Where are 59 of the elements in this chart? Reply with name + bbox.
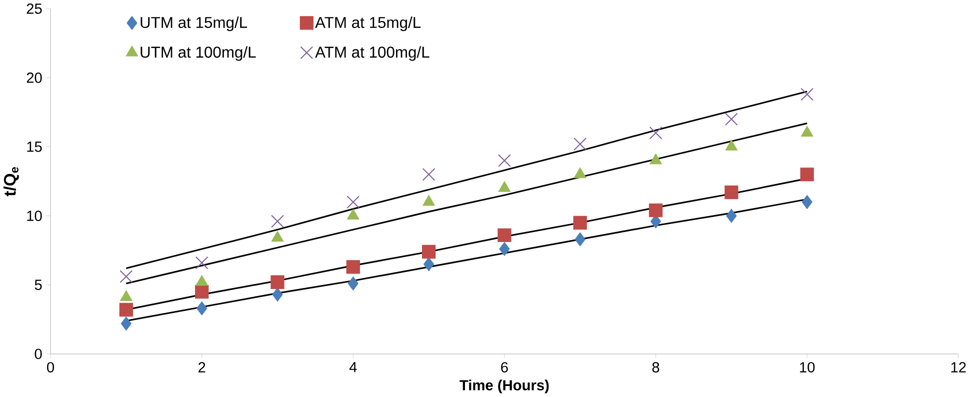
point xyxy=(574,232,586,246)
point xyxy=(574,168,586,178)
y-tick-label: 25 xyxy=(26,4,42,14)
point xyxy=(272,231,284,242)
point xyxy=(724,112,738,126)
point xyxy=(648,204,663,218)
x-tick-label: 0 xyxy=(47,362,54,373)
point xyxy=(574,138,587,151)
line-series xyxy=(125,122,808,284)
point xyxy=(120,270,133,284)
point xyxy=(800,168,814,182)
x-tick-label: 4 xyxy=(349,362,357,372)
point xyxy=(120,316,132,330)
point xyxy=(346,260,360,274)
point xyxy=(498,154,511,168)
point xyxy=(347,209,360,220)
x-tick-label: 12 xyxy=(951,362,966,372)
point xyxy=(271,215,284,228)
point xyxy=(724,186,738,200)
legend-label: UTM at 15mg/L xyxy=(140,16,248,32)
x-axis-title: Time (Hours) xyxy=(460,380,549,394)
x-tick-label: 2 xyxy=(198,362,206,372)
point xyxy=(498,182,510,192)
legend-label: ATM at 15mg/L xyxy=(315,16,421,32)
point xyxy=(272,288,283,302)
point xyxy=(424,257,434,272)
y-tick-label: 0 xyxy=(34,348,42,360)
legend-label: UTM at 100mg/L xyxy=(140,46,256,61)
point xyxy=(422,168,436,181)
x-tick-label: 10 xyxy=(800,362,815,373)
point xyxy=(119,303,134,317)
point xyxy=(499,242,510,256)
point xyxy=(498,228,512,242)
point xyxy=(196,302,208,316)
point xyxy=(802,195,812,209)
point xyxy=(348,276,358,290)
point xyxy=(725,140,738,151)
y-tick-label: 10 xyxy=(27,210,42,222)
point xyxy=(195,285,209,299)
point xyxy=(800,88,814,101)
y-tick-label: 15 xyxy=(27,142,42,152)
point xyxy=(270,275,284,290)
point xyxy=(422,245,436,259)
point xyxy=(801,126,814,137)
point xyxy=(649,126,662,140)
y-axis-title: t/Q$_{e}$ xyxy=(4,167,19,196)
y-tick-label: 20 xyxy=(26,72,42,84)
point xyxy=(726,209,737,223)
y-tick-label: 5 xyxy=(34,280,42,290)
point xyxy=(195,256,208,270)
point xyxy=(422,195,435,206)
x-tick-label: 6 xyxy=(501,362,508,373)
line-series xyxy=(125,90,808,270)
point xyxy=(346,196,360,209)
x-tick-label: 8 xyxy=(652,362,660,373)
point xyxy=(120,290,132,302)
legend-label: ATM at 100mg/L xyxy=(315,46,430,61)
point xyxy=(650,154,662,164)
point xyxy=(573,216,587,230)
